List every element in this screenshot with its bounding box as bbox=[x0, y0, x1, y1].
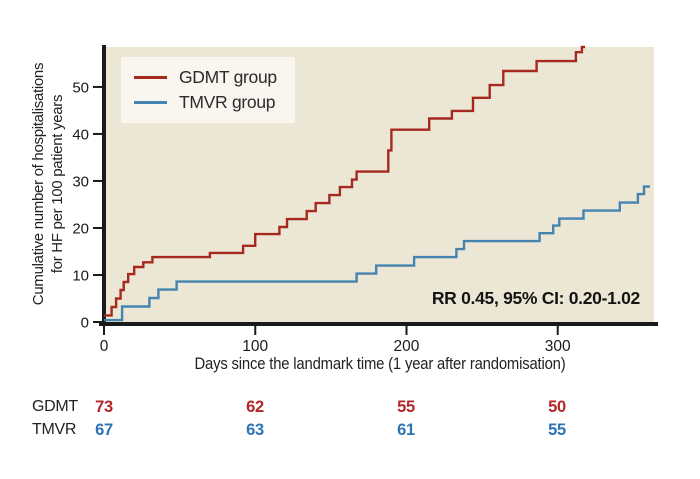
risk-value-tmvr-300: 55 bbox=[548, 421, 566, 439]
legend-label-gdmt: GDMT group bbox=[179, 67, 277, 87]
tmvr-line-swatch bbox=[134, 101, 167, 104]
legend-item-gdmt: GDMT group bbox=[134, 65, 277, 90]
y-tick-label: 40 bbox=[72, 126, 89, 143]
y-tick-label: 10 bbox=[72, 267, 89, 284]
risk-value-gdmt-100: 62 bbox=[246, 398, 264, 416]
x-tick-label: 100 bbox=[242, 338, 268, 355]
y-axis-title-line2: for HF per 100 patient years bbox=[49, 94, 66, 274]
y-tick-label: 0 bbox=[81, 315, 89, 332]
risk-value-tmvr-0: 67 bbox=[95, 421, 113, 439]
risk-row-label-tmvr: TMVR bbox=[32, 421, 77, 438]
x-tick-label: 300 bbox=[545, 338, 571, 355]
risk-ratio-annotation: RR 0.45, 95% CI: 0.20-1.02 bbox=[431, 288, 640, 308]
series-line-tmvr-group bbox=[104, 185, 650, 322]
risk-value-tmvr-200: 61 bbox=[397, 421, 415, 439]
risk-row-label-gdmt: GDMT bbox=[32, 398, 78, 415]
y-tick-label: 30 bbox=[72, 173, 89, 190]
y-tick-label: 50 bbox=[72, 79, 89, 96]
y-axis-title: Cumulative number of hospitalisations fo… bbox=[29, 4, 67, 364]
risk-value-gdmt-300: 50 bbox=[548, 398, 566, 416]
risk-value-gdmt-0: 73 bbox=[95, 398, 113, 416]
x-tick-label: 0 bbox=[100, 338, 109, 355]
legend: GDMT group TMVR group bbox=[121, 57, 295, 123]
series-line-gdmt-group bbox=[104, 45, 585, 317]
x-axis-title: Days since the landmark time (1 year aft… bbox=[194, 355, 566, 373]
legend-item-tmvr: TMVR group bbox=[134, 90, 277, 115]
y-axis-title-line1: Cumulative number of hospitalisations bbox=[30, 62, 47, 306]
y-tick-label: 20 bbox=[72, 220, 89, 237]
risk-value-tmvr-100: 63 bbox=[246, 421, 264, 439]
legend-label-tmvr: TMVR group bbox=[179, 92, 276, 112]
x-tick-label: 200 bbox=[394, 338, 420, 355]
risk-value-gdmt-200: 55 bbox=[397, 398, 415, 416]
gdmt-line-swatch bbox=[134, 76, 167, 79]
